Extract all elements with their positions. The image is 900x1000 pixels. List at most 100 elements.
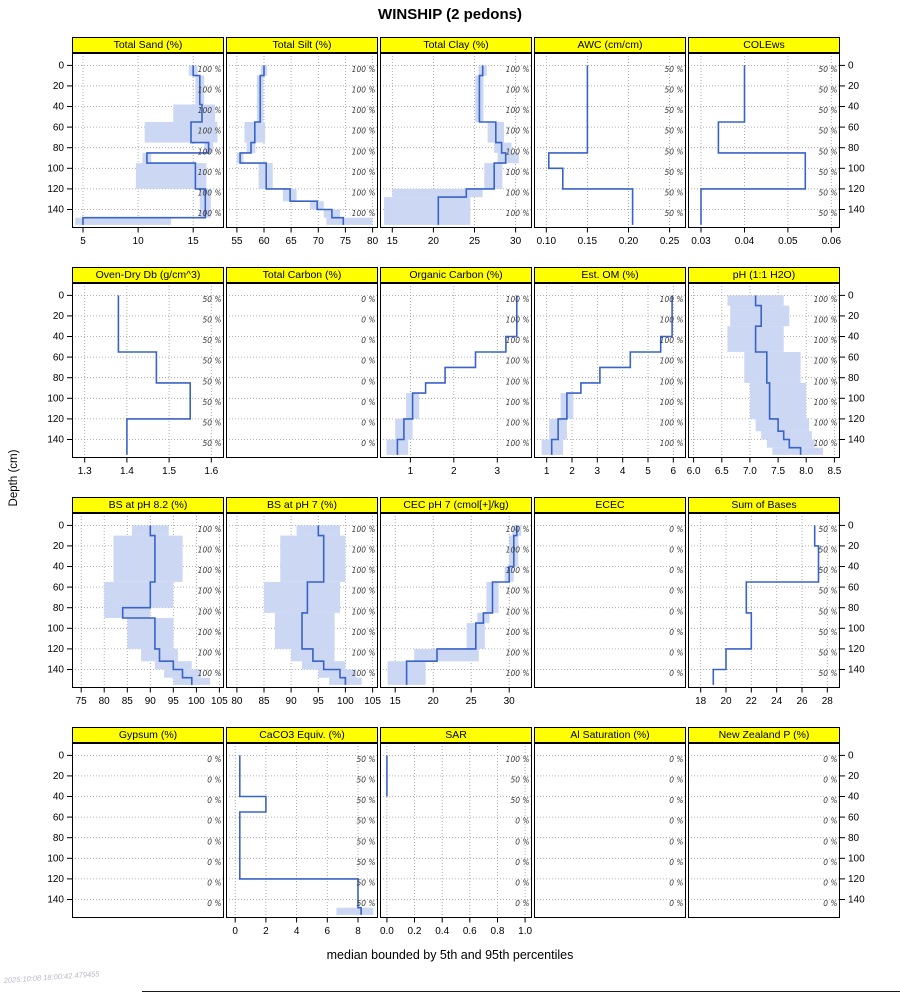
contributing-fraction-label: 100 % xyxy=(506,607,530,616)
panel-border xyxy=(688,743,840,918)
timestamp-watermark: 2025:10:08 18:00:42.479455 xyxy=(3,969,100,985)
contributing-fraction-label: 0 % xyxy=(669,817,683,826)
depth-tick-label: 120 xyxy=(848,184,865,195)
panel-strip: Total Silt (%) xyxy=(226,37,378,53)
contributing-fraction-label: 50 % xyxy=(664,127,683,136)
contributing-fraction-label: 100 % xyxy=(506,628,530,637)
contributing-fraction-label: 100 % xyxy=(506,86,530,95)
contributing-fraction-label: 0 % xyxy=(361,357,375,366)
x-tick-label: 20 xyxy=(428,696,440,707)
x-axis: 1 2 3 xyxy=(408,458,501,477)
panel-title: CEC pH 7 (cmol[+]/kg) xyxy=(403,499,509,511)
x-tick-label: 7.0 xyxy=(743,466,757,477)
panel-border xyxy=(534,743,686,918)
contributing-fraction-label: 100 % xyxy=(352,65,376,74)
percentile-ribbon xyxy=(384,197,471,225)
contributing-fraction-label: 0 % xyxy=(515,879,529,888)
contributing-fraction-label: 50 % xyxy=(664,209,683,218)
y-axis-left: 0 20 40 60 80 100 120 140 xyxy=(47,291,72,446)
depth-tick-label: 80 xyxy=(848,603,860,614)
contributing-fraction-label: 100 % xyxy=(352,669,376,678)
x-axis: 1.3 1.4 1.5 1.6 xyxy=(78,458,219,477)
contributing-fraction-label: 50 % xyxy=(202,377,221,386)
y-axis-right: 0 20 40 60 80 100 120 140 xyxy=(840,61,865,216)
contributing-fraction-label: 0 % xyxy=(669,755,683,764)
panel-strip: Al Saturation (%) xyxy=(534,727,686,743)
panel-border xyxy=(380,283,532,458)
x-tick-label: 0.03 xyxy=(691,236,711,247)
contributing-fraction-label: 50 % xyxy=(818,147,837,156)
panel-bg xyxy=(534,513,686,688)
depth-tick-label: 60 xyxy=(848,122,860,133)
median-line xyxy=(548,65,634,225)
depth-tick-label: 40 xyxy=(848,792,860,803)
panel-strip: CEC pH 7 (cmol[+]/kg) xyxy=(380,497,532,513)
panel-title: BS at pH 8.2 (%) xyxy=(108,499,188,511)
panel-border xyxy=(72,283,224,458)
contributing-fraction-label: 100 % xyxy=(814,316,838,325)
contributing-fraction-label: 100 % xyxy=(352,189,376,198)
contributing-fraction-label: 100 % xyxy=(198,147,222,156)
contributing-fraction-label: 50 % xyxy=(664,86,683,95)
panel-strip: BS at pH 7 (%) xyxy=(226,497,378,513)
percentile-ribbon xyxy=(264,582,340,613)
depth-tick-label: 20 xyxy=(53,81,65,92)
contributing-fraction-label: 50 % xyxy=(664,189,683,198)
y-axis-right: 0 20 40 60 80 100 120 140 xyxy=(840,521,865,676)
contributing-fraction-label: 50 % xyxy=(818,546,837,555)
panel-title: BS at pH 7 (%) xyxy=(266,499,338,511)
panel-title: pH (1:1 H2O) xyxy=(732,269,796,281)
panel-border xyxy=(226,283,378,458)
contributing-fraction-label: 100 % xyxy=(660,439,684,448)
contributing-fraction-label: 0 % xyxy=(669,776,683,785)
panel-title: AWC (cm/cm) xyxy=(577,39,643,51)
percentile-ribbon xyxy=(766,439,815,448)
x-tick-label: 1.4 xyxy=(120,466,134,477)
contributing-fraction-label: 100 % xyxy=(352,587,376,596)
panel-strip: COLEws xyxy=(688,37,840,53)
depth-tick-label: 100 xyxy=(848,854,865,865)
x-axis: 15 20 25 30 xyxy=(390,688,515,707)
contributing-fraction-label: 0 % xyxy=(207,899,221,908)
contributing-fraction-label: 0 % xyxy=(669,607,683,616)
contributing-fraction-label: 0 % xyxy=(361,377,375,386)
panel-plot: 50 % 50 % 50 % 50 % 50 % 50 % 50 % 50 % xyxy=(534,53,686,228)
contributing-fraction-label: 100 % xyxy=(198,566,222,575)
panel-bg xyxy=(72,283,224,458)
depth-tick-label: 120 xyxy=(848,414,865,425)
depth-tick-label: 100 xyxy=(47,394,64,405)
contributing-fraction-label: 100 % xyxy=(506,587,530,596)
depth-tick-label: 40 xyxy=(53,332,65,343)
contributing-fraction-label: 0 % xyxy=(515,899,529,908)
depth-tick-label: 60 xyxy=(53,812,65,823)
x-tick-label: 0.4 xyxy=(435,926,449,937)
panel-bg xyxy=(688,743,840,918)
x-tick-label: 6.0 xyxy=(687,466,701,477)
x-tick-label: 3 xyxy=(595,466,601,477)
x-tick-label: 4 xyxy=(620,466,626,477)
x-tick-label: 0.05 xyxy=(778,236,798,247)
chart-caption: median bounded by 5th and 95th percentil… xyxy=(326,948,574,962)
x-tick-label: 1 xyxy=(544,466,550,477)
median-line xyxy=(754,295,802,455)
panel-plot: 0 % 0 % 0 % 0 % 0 % 0 % 0 % 0 % xyxy=(688,743,840,918)
percentile-ribbon xyxy=(75,217,172,225)
contributing-fraction-label: 100 % xyxy=(352,546,376,555)
panel-plot: 100 % 100 % 100 % 100 % 100 % 100 % 100 % 100 % xyxy=(72,513,224,688)
contributing-fraction-label: 0 % xyxy=(823,899,837,908)
x-tick-label: 8.5 xyxy=(827,466,841,477)
contributing-fraction-label: 100 % xyxy=(506,377,530,386)
x-tick-label: 10 xyxy=(133,236,145,247)
x-tick-label: 15 xyxy=(390,696,402,707)
contributing-fraction-label: 100 % xyxy=(660,419,684,428)
contributing-fraction-label: 100 % xyxy=(814,336,838,345)
panel-strip: SAR xyxy=(380,727,532,743)
panel-strip: pH (1:1 H2O) xyxy=(688,267,840,283)
x-tick-label: 5 xyxy=(645,466,651,477)
x-tick-label: 70 xyxy=(313,236,325,247)
panel-strip: New Zealand P (%) xyxy=(688,727,840,743)
panel-bg xyxy=(534,743,686,918)
panel-title: CaCO3 Equiv. (%) xyxy=(259,729,345,741)
depth-tick-label: 0 xyxy=(848,61,854,72)
